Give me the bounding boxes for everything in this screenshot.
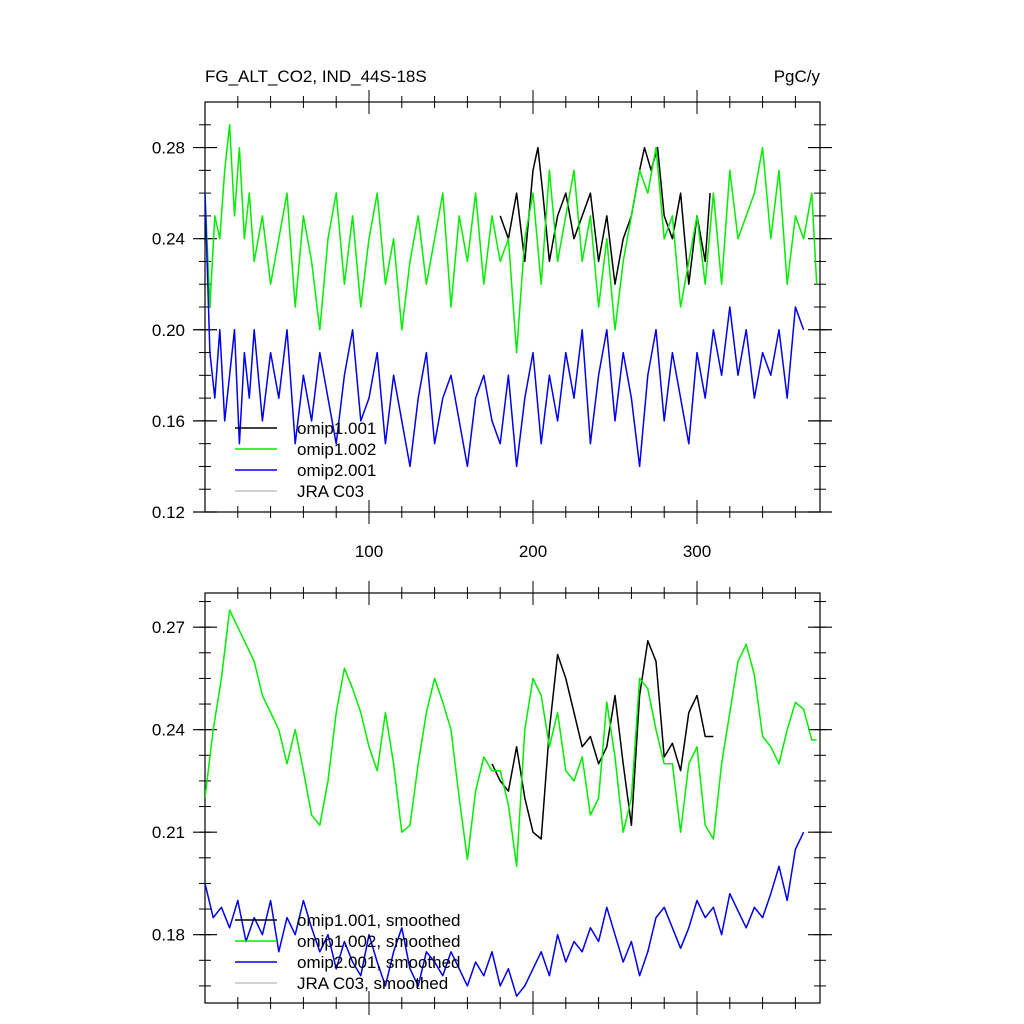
x-tick-label: 300 [683,542,711,561]
series-line-omip1-001 [499,146,711,285]
series-line-omip1-002 [205,124,818,354]
y-tick-label: 0.12 [152,503,185,522]
legend-label: omip1.001 [297,419,376,438]
series-line-omip1-001-smoothed [491,640,714,840]
y-tick-label: 0.20 [152,321,185,340]
legend-label: omip1.002, smoothed [297,932,461,951]
series-line-omip2-001 [205,193,805,468]
top-panel: 0.12 0.16 0.20 0.24 0.28 100 200 300 omip1.001 om… [152,90,832,561]
y-tick-label: 0.21 [152,823,185,842]
y-tick-label: 0.24 [152,721,185,740]
series-group [205,609,817,997]
legend-label: omip1.002 [297,440,376,459]
series-line-omip1-002-smoothed [205,609,817,868]
series-line-omip2-001-smoothed [205,831,805,997]
y-tick-label: 0.16 [152,412,185,431]
x-tick-label: 100 [355,542,383,561]
y-tick-label: 0.28 [152,139,185,158]
bottom-panel: 0.18 0.21 0.24 0.27 omip1.001, smoothed omip1… [152,581,832,1015]
y-tick-label: 0.27 [152,618,185,637]
x-tick-label: 200 [519,542,547,561]
legend-label: omip2.001, smoothed [297,953,461,972]
series-group [205,124,818,468]
legend-label: JRA C03, smoothed [297,974,448,993]
legend-label: JRA C03 [297,482,364,501]
chart-title-right: PgC/y [774,67,821,86]
legend-label: omip2.001 [297,461,376,480]
chart-title-left: FG_ALT_CO2, IND_44S-18S [205,67,427,86]
legend-label: omip1.001, smoothed [297,911,461,930]
y-tick-label: 0.18 [152,926,185,945]
y-tick-label: 0.24 [152,230,185,249]
